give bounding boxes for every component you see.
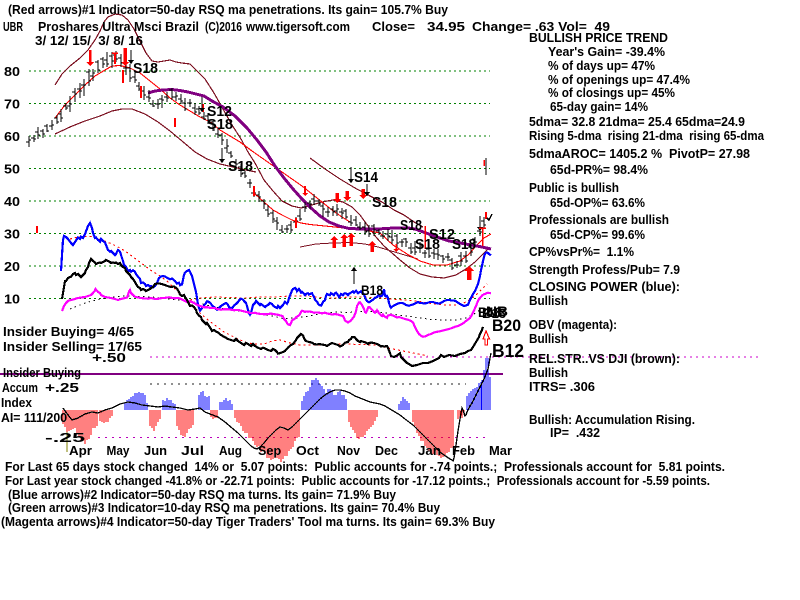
svg-text:65-day gain= 14%: 65-day gain= 14% xyxy=(550,100,648,114)
svg-text:Professionals are bullish: Professionals are bullish xyxy=(529,213,669,227)
svg-text:www.tigersoft.com: www.tigersoft.com xyxy=(245,20,350,34)
svg-text:30: 30 xyxy=(4,227,20,242)
svg-text:+.50: +.50 xyxy=(92,351,126,365)
svg-text:Index: Index xyxy=(1,396,32,410)
svg-text:% of openings up= 47.4%: % of openings up= 47.4% xyxy=(548,73,690,87)
svg-text:Proshares Ultra Msci Brazil: Proshares Ultra Msci Brazil xyxy=(38,20,199,34)
svg-text:Year's Gain= -39.4%: Year's Gain= -39.4% xyxy=(548,45,665,59)
svg-text:S12: S12 xyxy=(429,226,455,243)
svg-text:-.25: -.25 xyxy=(45,431,85,445)
svg-text:65d-OP%= 63.6%: 65d-OP%= 63.6% xyxy=(550,196,645,210)
svg-text:Strength Profess/Pub= 7.9: Strength Profess/Pub= 7.9 xyxy=(529,263,680,277)
svg-text:S18: S18 xyxy=(228,158,253,175)
svg-text:Dec: Dec xyxy=(375,444,398,458)
svg-text:B13: B13 xyxy=(482,305,506,321)
svg-text:Mar: Mar xyxy=(489,444,512,458)
svg-text:B18: B18 xyxy=(361,282,383,298)
svg-text:Bullish: Accumulation Rising.: Bullish: Accumulation Rising. xyxy=(529,413,695,427)
svg-text:Nov: Nov xyxy=(337,444,360,458)
svg-text:50: 50 xyxy=(4,162,20,177)
svg-text:Sep: Sep xyxy=(258,444,281,458)
svg-text:(C)2016: (C)2016 xyxy=(205,20,242,34)
svg-text:(Red arrows)#1 Indicator=50-da: (Red arrows)#1 Indicator=50-day RSQ ma p… xyxy=(8,3,448,17)
svg-text:(Blue arrows)#2 Indicator=50-d: (Blue arrows)#2 Indicator=50-day RSQ ma … xyxy=(8,488,396,502)
svg-text:Bullish: Bullish xyxy=(529,294,568,308)
svg-text:S18: S18 xyxy=(207,116,233,133)
svg-text:Apr: Apr xyxy=(69,444,92,458)
svg-text:S12: S12 xyxy=(207,103,232,120)
svg-text:Jan: Jan xyxy=(418,444,441,458)
svg-text:Jul: Jul xyxy=(181,444,204,458)
svg-text:5dma= 32.8 21dma= 25.4 65dma=2: 5dma= 32.8 21dma= 25.4 65dma=24.9 xyxy=(529,115,745,129)
svg-text:Insider Selling= 17/65: Insider Selling= 17/65 xyxy=(3,340,142,354)
svg-text:ITRS= .306: ITRS= .306 xyxy=(529,380,595,394)
svg-text:For Last year stock changed -4: For Last year stock changed -41.8% or -2… xyxy=(5,474,710,488)
svg-text:S18: S18 xyxy=(415,236,440,253)
svg-text:Feb: Feb xyxy=(452,444,475,458)
svg-text:AI= 111/200: AI= 111/200 xyxy=(1,411,67,425)
svg-text:% of closings up= 45%: % of closings up= 45% xyxy=(548,86,675,100)
svg-text:% of days up= 47%: % of days up= 47% xyxy=(548,59,655,73)
svg-text:40: 40 xyxy=(4,194,20,209)
svg-text:For Last 65 days stock changed: For Last 65 days stock changed 14% or 5.… xyxy=(5,460,725,474)
svg-text:S18: S18 xyxy=(452,236,476,253)
svg-text:Jun: Jun xyxy=(144,444,167,458)
svg-text:65d-CP%= 99.6%: 65d-CP%= 99.6% xyxy=(550,228,645,242)
svg-text:65d-PR%= 98.4%: 65d-PR%= 98.4% xyxy=(550,163,648,177)
svg-text:Oct: Oct xyxy=(296,444,320,458)
svg-text:60: 60 xyxy=(4,129,20,144)
svg-text:Insider Buying: Insider Buying xyxy=(3,366,81,380)
svg-text:3/ 12/ 15/ 3/ 8/ 16: 3/ 12/ 15/ 3/ 8/ 16 xyxy=(35,34,143,48)
svg-text:Bullish: Bullish xyxy=(529,366,568,380)
svg-text:80: 80 xyxy=(4,64,20,79)
svg-text:S18: S18 xyxy=(400,217,422,234)
svg-text:BULLISH PRICE TREND: BULLISH PRICE TREND xyxy=(529,31,668,45)
svg-text:Accum: Accum xyxy=(2,381,38,395)
svg-text:UBR: UBR xyxy=(3,20,23,34)
svg-text:70: 70 xyxy=(4,97,20,112)
svg-text:Close=: Close= xyxy=(372,20,415,34)
svg-text:B18: B18 xyxy=(478,304,502,320)
svg-text:Public is bullish: Public is bullish xyxy=(529,181,619,195)
svg-text:+.25: +.25 xyxy=(45,381,79,395)
svg-text:10: 10 xyxy=(4,292,20,307)
svg-text:S14: S14 xyxy=(354,169,379,186)
svg-text:20: 20 xyxy=(4,259,20,274)
svg-text:(Green arrows)#3 Indicator=10-: (Green arrows)#3 Indicator=10-day RSQ ma… xyxy=(8,501,440,515)
svg-text:S18: S18 xyxy=(133,60,158,77)
svg-text:Rising 5-dma rising 21-dma r: Rising 5-dma rising 21-dma rising 65-dma xyxy=(529,129,765,143)
svg-text:B12: B12 xyxy=(492,341,524,361)
svg-text:5dmaAROC= 1405.2 % PivotP= 27: 5dmaAROC= 1405.2 % PivotP= 27.98 xyxy=(529,147,750,161)
svg-text:CLOSING POWER (blue):: CLOSING POWER (blue): xyxy=(529,280,680,294)
svg-text:B20: B20 xyxy=(492,316,521,335)
svg-text:(Magenta arrows)#4 Indicator=5: (Magenta arrows)#4 Indicator=50-day Tige… xyxy=(1,515,495,529)
svg-text:IP= .432: IP= .432 xyxy=(550,426,600,440)
svg-text:Change= .63 Vol= 49: Change= .63 Vol= 49 xyxy=(472,20,610,34)
svg-text:Bullish: Bullish xyxy=(529,332,568,346)
svg-text:34.95: 34.95 xyxy=(427,20,465,34)
svg-text:Insider Buying= 4/65: Insider Buying= 4/65 xyxy=(3,325,134,339)
svg-text:Aug: Aug xyxy=(219,444,242,458)
svg-text:May: May xyxy=(107,444,130,458)
svg-text:REL.STR..VS DJI (brown):: REL.STR..VS DJI (brown): xyxy=(529,352,680,366)
svg-text:OBV (magenta):: OBV (magenta): xyxy=(529,318,617,332)
svg-text:CP%vsPr%= 1.1%: CP%vsPr%= 1.1% xyxy=(529,245,634,259)
svg-text:NB: NB xyxy=(486,303,508,319)
svg-text:S18: S18 xyxy=(372,194,397,211)
